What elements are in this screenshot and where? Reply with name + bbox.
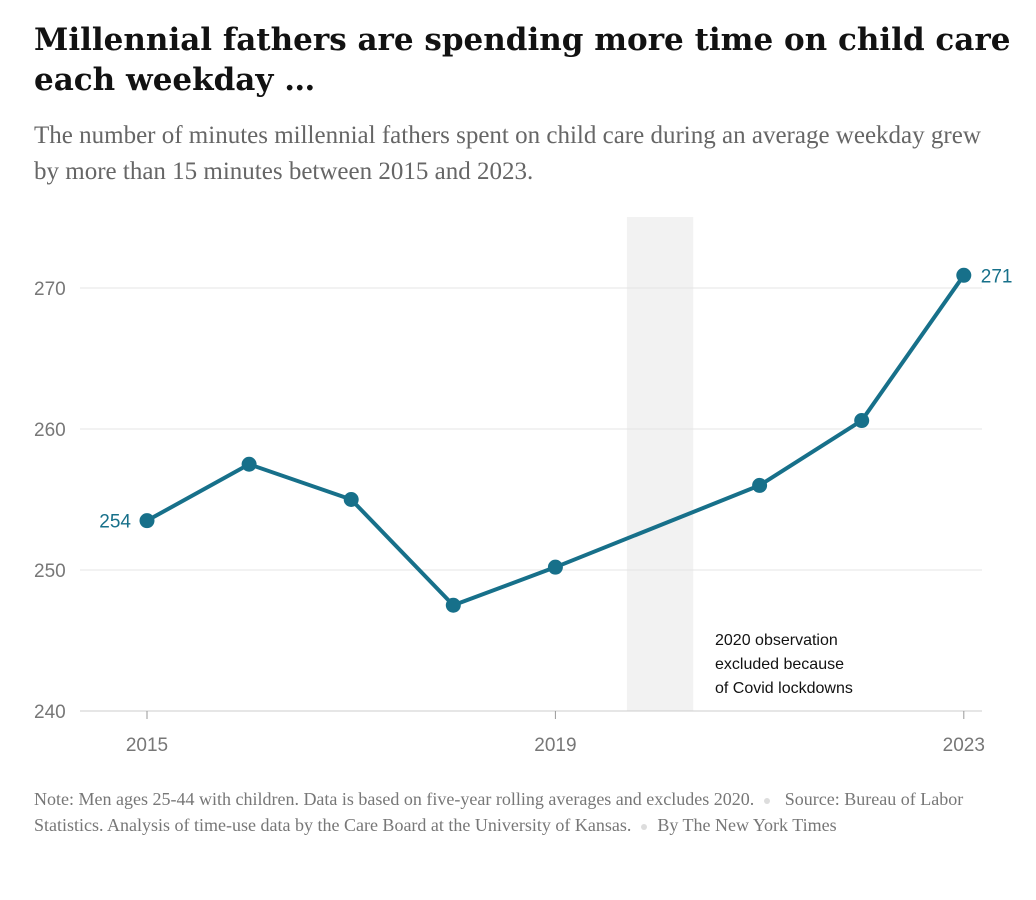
- data-point: [854, 413, 870, 429]
- line-chart: 240 250 260 270 2015 2019 2023 2020 observation…: [34, 217, 1013, 756]
- y-tick-label: 250: [34, 561, 66, 582]
- chart-subtitle: The number of minutes millennial fathers…: [34, 122, 981, 185]
- series-line: [146, 274, 966, 608]
- y-tick-label: 260: [34, 420, 66, 441]
- footer-note: Note: Men ages 25-44 with children. Data…: [34, 789, 755, 809]
- chart-footer: Note: Men ages 25-44 with children. Data…: [34, 786, 994, 838]
- chart-title: Millennial fathers are spending more tim…: [34, 22, 1011, 98]
- annotation-line: of Covid lockdowns: [715, 680, 853, 697]
- x-tick-label: 2023: [943, 735, 985, 756]
- separator-dot: [764, 797, 771, 804]
- data-point: [956, 267, 972, 283]
- start-value-label: 254: [99, 512, 131, 533]
- x-tick-label: 2019: [534, 735, 576, 756]
- data-point: [241, 456, 257, 472]
- data-point: [752, 477, 768, 493]
- data-point: [139, 513, 155, 529]
- footer-source: Source: Bureau of Labor Statistics. Anal…: [34, 789, 964, 835]
- excluded-year-band: [626, 217, 694, 711]
- footer-credit: By The New York Times: [657, 815, 837, 835]
- x-tick-label: 2015: [126, 735, 168, 756]
- data-point: [445, 597, 461, 613]
- annotation-line: 2020 observation: [715, 632, 838, 649]
- data-point: [343, 492, 359, 507]
- data-point: [547, 559, 563, 575]
- end-value-label: 271: [981, 266, 1013, 287]
- annotation-line: excluded because: [715, 656, 844, 673]
- separator-dot: [641, 823, 648, 830]
- y-tick-label: 240: [34, 702, 66, 723]
- y-tick-label: 270: [34, 279, 66, 300]
